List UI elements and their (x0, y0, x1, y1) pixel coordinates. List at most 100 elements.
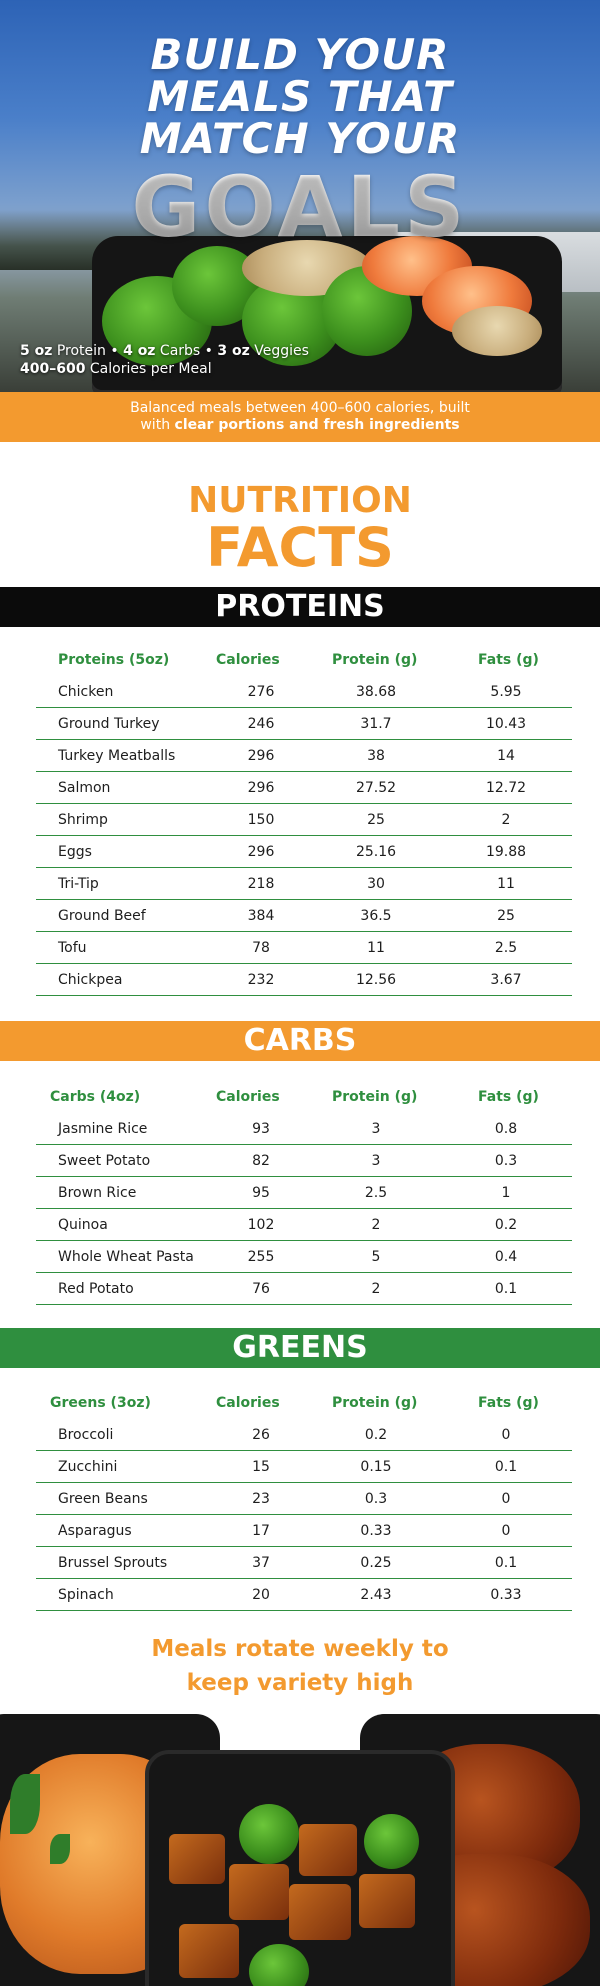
food-name: Spinach (58, 1587, 114, 1603)
fats-cell: 5.95 (490, 684, 522, 700)
calories-cell: 150 (247, 812, 275, 828)
fats-cell: 0.2 (494, 1217, 518, 1233)
fats-cell: 0.1 (494, 1555, 518, 1571)
food-name: Green Beans (58, 1491, 148, 1507)
column-header: Calories (216, 1089, 280, 1105)
nutrition-facts-line1: NUTRITION (188, 480, 412, 521)
table-row: Asparagus 17 0.33 0 (36, 1515, 572, 1547)
food-name: Eggs (58, 844, 92, 860)
calories-cell: 255 (247, 1249, 275, 1265)
food-name: Red Potato (58, 1281, 134, 1297)
calories-cell: 76 (252, 1281, 270, 1297)
calories-cell: 276 (247, 684, 275, 700)
food-name: Broccoli (58, 1427, 114, 1443)
food-name: Whole Wheat Pasta (58, 1249, 194, 1265)
table-row: Turkey Meatballs 296 38 14 (36, 740, 572, 772)
table-row: Chicken 276 38.68 5.95 (36, 676, 572, 708)
column-header: Carbs (4oz) (50, 1089, 141, 1105)
food-name: Quinoa (58, 1217, 108, 1233)
calories-cell: 23 (252, 1491, 270, 1507)
banner-line2: with clear portions and fresh ingredient… (0, 417, 600, 434)
protein-cell: 0.2 (364, 1427, 388, 1443)
proteins-table: Proteins (5oz) Calories Protein (g) Fats (g… (0, 652, 600, 996)
table-row: Ground Turkey 246 31.7 10.43 (36, 708, 572, 740)
food-name: Salmon (58, 780, 111, 796)
table-row: Tri-Tip 218 30 11 (36, 868, 572, 900)
fats-cell: 0 (501, 1491, 511, 1507)
protein-cell: 25.16 (355, 844, 397, 860)
protein-cell: 31.7 (360, 716, 392, 732)
hero-title: BUILD YOUR MEALS THAT MATCH YOUR GOALS (0, 30, 600, 253)
veggies-label: Veggies (249, 343, 309, 359)
fats-cell: 0.1 (494, 1281, 518, 1297)
table-row: Broccoli 26 0.2 0 (36, 1419, 572, 1451)
calories-cell: 95 (252, 1185, 270, 1201)
calories-cell: 296 (247, 780, 275, 796)
protein-cell: 38 (367, 748, 385, 764)
calories-cell: 102 (247, 1217, 275, 1233)
table-row: Sweet Potato 82 3 0.3 (36, 1145, 572, 1177)
meal-trays-image (0, 1714, 600, 1986)
proteins-column-headers: Proteins (5oz) Calories Protein (g) Fats (g… (0, 652, 600, 676)
fats-cell: 10.43 (485, 716, 527, 732)
hero-title-line1: BUILD YOUR (150, 30, 450, 79)
food-name: Chickpea (58, 972, 123, 988)
rotation-line1: Meals rotate weekly to (151, 1636, 449, 1662)
hero-banner: BUILD YOUR MEALS THAT MATCH YOUR GOALS 5… (0, 0, 600, 392)
calories-cell: 78 (252, 940, 270, 956)
table-row: Zucchini 15 0.15 0.1 (36, 1451, 572, 1483)
table-row: Shrimp 150 25 2 (36, 804, 572, 836)
food-name: Brown Rice (58, 1185, 137, 1201)
column-header: Fats (g) (478, 652, 539, 668)
table-row: Quinoa 102 2 0.2 (36, 1209, 572, 1241)
calories-cell: 15 (252, 1459, 270, 1475)
food-name: Jasmine Rice (58, 1121, 148, 1137)
banner-line2-bold: clear portions and fresh ingredients (174, 417, 460, 433)
fats-cell: 2 (501, 812, 511, 828)
protein-cell: 25 (367, 812, 385, 828)
table-row: Brown Rice 95 2.5 1 (36, 1177, 572, 1209)
hero-title-line3: MATCH YOUR (139, 114, 461, 163)
table-row: Chickpea 232 12.56 3.67 (36, 964, 572, 996)
protein-cell: 0.3 (364, 1491, 388, 1507)
table-row: Green Beans 23 0.3 0 (36, 1483, 572, 1515)
greens-table: Greens (3oz) Calories Protein (g) Fats (g) B… (0, 1395, 600, 1611)
protein-cell: 11 (367, 940, 385, 956)
food-name: Turkey Meatballs (58, 748, 176, 764)
protein-cell: 2.5 (364, 1185, 388, 1201)
food-name: Shrimp (58, 812, 108, 828)
protein-cell: 30 (367, 876, 385, 892)
protein-oz: 5 oz (20, 343, 53, 359)
table-row: Brussel Sprouts 37 0.25 0.1 (36, 1547, 572, 1579)
hero-title-goals: GOALS (0, 162, 600, 252)
protein-cell: 2 (371, 1217, 381, 1233)
protein-cell: 3 (371, 1153, 381, 1169)
fats-cell: 11 (497, 876, 515, 892)
food-name: Zucchini (58, 1459, 118, 1475)
fats-cell: 0 (501, 1523, 511, 1539)
carbs-heading: CARBS (0, 1021, 600, 1061)
food-name: Chicken (58, 684, 114, 700)
calories-cell: 384 (247, 908, 275, 924)
protein-cell: 2.43 (360, 1587, 392, 1603)
tofu-tray (145, 1750, 455, 1986)
calories-cell: 218 (247, 876, 275, 892)
greens-heading: GREENS (0, 1328, 600, 1368)
nutrition-facts-line2: FACTS (206, 516, 394, 579)
table-row: Ground Beef 384 36.5 25 (36, 900, 572, 932)
fats-cell: 0.33 (490, 1587, 522, 1603)
table-row: Whole Wheat Pasta 255 5 0.4 (36, 1241, 572, 1273)
calorie-range: 400–600 (20, 361, 86, 377)
fats-cell: 0.3 (494, 1153, 518, 1169)
column-header: Fats (g) (478, 1395, 539, 1411)
food-name: Brussel Sprouts (58, 1555, 168, 1571)
calories-cell: 17 (252, 1523, 270, 1539)
calories-cell: 296 (247, 748, 275, 764)
rotation-line2: keep variety high (186, 1670, 414, 1696)
fats-cell: 3.67 (490, 972, 522, 988)
proteins-heading: PROTEINS (0, 587, 600, 627)
table-row: Jasmine Rice 93 3 0.8 (36, 1113, 572, 1145)
banner-line2-text: with (140, 417, 175, 433)
protein-label: Protein • (52, 343, 124, 359)
hero-portion-info: 5 oz Protein • 4 oz Carbs • 3 oz Veggies… (20, 342, 309, 378)
